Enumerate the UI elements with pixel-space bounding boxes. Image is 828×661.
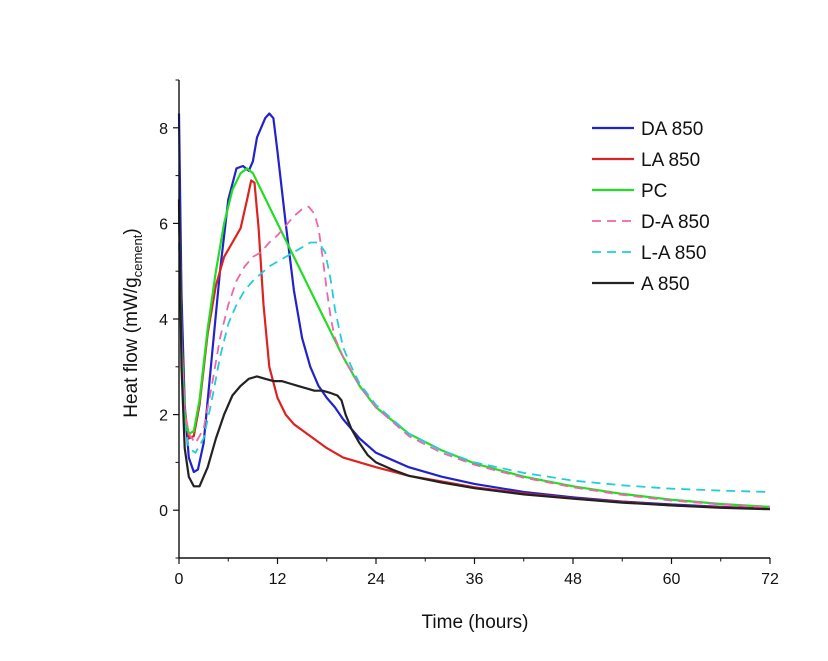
legend-label: A 850 <box>641 274 690 295</box>
x-tick-label: 12 <box>269 571 287 588</box>
x-tick-label: 24 <box>367 571 385 588</box>
x-tick-label: 48 <box>564 571 582 588</box>
x-axis-title: Time (hours) <box>422 612 529 633</box>
x-tick-label: 60 <box>663 571 681 588</box>
y-axis-title-sub: cement <box>130 234 145 277</box>
y-axis-title-close: ) <box>121 228 142 234</box>
series-line-4 <box>178 241 771 493</box>
y-axis-title-main: Heat flow (mW/g <box>121 277 142 417</box>
x-tick-label: 72 <box>761 571 779 588</box>
legend: DA 850 LA 850 PC D-A 850 L-A 850 A 850 <box>592 119 710 295</box>
plot-lines <box>177 112 771 511</box>
y-tick-label: 0 <box>159 503 168 520</box>
y-tick-label: 2 <box>159 408 168 425</box>
series-line-0 <box>177 112 771 510</box>
series-line-5 <box>177 199 771 511</box>
y-tick-label: 4 <box>159 312 168 329</box>
y-axis-title: Heat flow (mW/gcement) <box>121 228 145 417</box>
y-tick-label: 6 <box>159 216 168 233</box>
legend-label: PC <box>641 181 667 202</box>
x-tick-label: 0 <box>175 571 184 588</box>
series-line-2 <box>177 167 771 508</box>
y-tick-label: 8 <box>159 121 168 138</box>
legend-label: D-A 850 <box>641 212 710 233</box>
legend-label: L-A 850 <box>641 243 707 264</box>
legend-label: DA 850 <box>641 119 703 140</box>
x-tick-label: 36 <box>466 571 484 588</box>
legend-label: LA 850 <box>641 150 700 171</box>
series-line-3 <box>178 205 771 509</box>
